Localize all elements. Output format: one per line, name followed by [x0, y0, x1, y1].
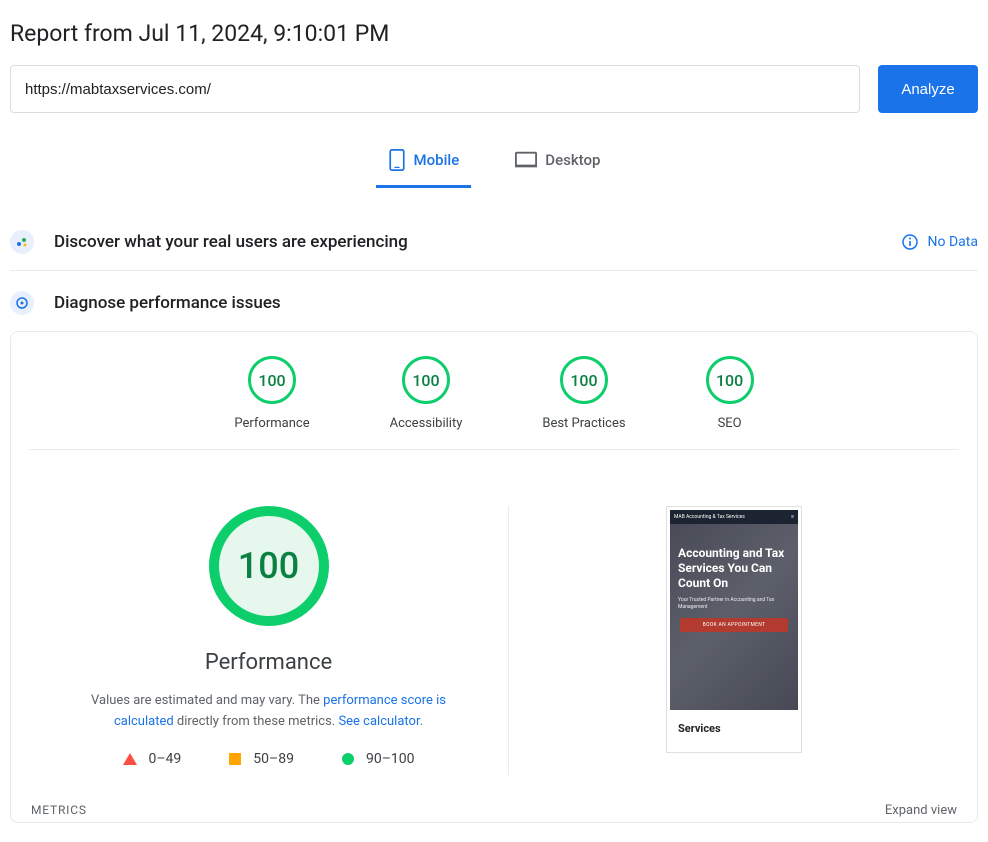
legend-pass: 90–100: [342, 751, 415, 767]
tab-mobile-label: Mobile: [414, 151, 460, 169]
report-title: Report from Jul 11, 2024, 9:10:01 PM: [10, 20, 978, 47]
gauge-label: SEO: [706, 416, 754, 431]
performance-big-gauge: 100: [209, 506, 329, 626]
gauge-score: 100: [412, 371, 439, 390]
tab-mobile[interactable]: Mobile: [376, 141, 472, 188]
hamburger-icon: ≡: [791, 514, 794, 520]
screenshot-hero-sub: Your Trusted Partner in Accounting and T…: [678, 597, 790, 610]
gauge-ring: 100: [248, 356, 296, 404]
discover-title: Discover what your real users are experi…: [54, 232, 408, 252]
gauge-best-practices[interactable]: 100 Best Practices: [542, 356, 625, 431]
diagnose-title: Diagnose performance issues: [54, 293, 281, 313]
page-screenshot: MAB Accounting & Tax Services ≡ Accounti…: [666, 506, 802, 753]
legend-pass-label: 90–100: [366, 751, 415, 767]
legend-warn: 50–89: [229, 751, 294, 767]
gauge-ring: 100: [706, 356, 754, 404]
discover-badge-icon: [10, 230, 34, 254]
category-gauges: 100 Performance 100 Accessibility 100 Be…: [29, 350, 959, 450]
square-icon: [229, 753, 241, 765]
metrics-bar: METRICS Expand view: [19, 775, 969, 822]
legend-fail: 0–49: [123, 751, 182, 767]
circle-icon: [342, 753, 354, 765]
diagnose-badge-icon: [10, 291, 34, 315]
screenshot-cta: BOOK AN APPOINTMENT: [680, 618, 788, 632]
performance-heading: Performance: [29, 650, 508, 675]
legend-warn-label: 50–89: [253, 751, 294, 767]
tab-desktop[interactable]: Desktop: [503, 141, 612, 188]
screenshot-column: MAB Accounting & Tax Services ≡ Accounti…: [509, 506, 959, 775]
score-legend: 0–49 50–89 90–100: [29, 751, 508, 767]
triangle-icon: [123, 753, 137, 765]
gauge-accessibility[interactable]: 100 Accessibility: [390, 356, 463, 431]
mobile-icon: [388, 149, 406, 171]
gauge-score: 100: [258, 371, 285, 390]
gauge-ring: 100: [402, 356, 450, 404]
gauge-label: Performance: [234, 416, 309, 431]
desc-text: Values are estimated and may vary. The: [91, 693, 323, 708]
performance-detail: 100 Performance Values are estimated and…: [19, 450, 969, 775]
gauge-seo[interactable]: 100 SEO: [706, 356, 754, 431]
performance-big-score: 100: [238, 545, 299, 587]
nodata-link[interactable]: No Data: [902, 234, 978, 250]
gauge-ring: 100: [560, 356, 608, 404]
device-tabs: Mobile Desktop: [10, 141, 978, 188]
legend-fail-label: 0–49: [149, 751, 182, 767]
screenshot-site-header: MAB Accounting & Tax Services ≡: [670, 510, 798, 524]
nodata-label: No Data: [928, 234, 978, 250]
gauge-label: Best Practices: [542, 416, 625, 431]
diagnose-section-header: Diagnose performance issues: [10, 291, 978, 315]
desc-text: directly from these metrics.: [174, 714, 339, 729]
discover-section-header: Discover what your real users are experi…: [10, 220, 978, 271]
report-card: 100 Performance 100 Accessibility 100 Be…: [10, 331, 978, 823]
gauge-score: 100: [570, 371, 597, 390]
gauge-score: 100: [716, 371, 743, 390]
expand-view-button[interactable]: Expand view: [885, 803, 957, 818]
url-input[interactable]: [10, 65, 860, 113]
gauge-performance[interactable]: 100 Performance: [234, 356, 309, 431]
screenshot-hero-title: Accounting and Tax Services You Can Coun…: [678, 546, 790, 591]
screenshot-brand: MAB Accounting & Tax Services: [674, 514, 745, 520]
desktop-icon: [515, 151, 537, 169]
tab-desktop-label: Desktop: [545, 151, 600, 169]
metrics-label: METRICS: [31, 803, 87, 818]
analyze-button[interactable]: Analyze: [878, 65, 978, 113]
url-bar: Analyze: [10, 65, 978, 113]
screenshot-section-title: Services: [678, 722, 790, 735]
info-icon: [902, 234, 918, 250]
performance-description: Values are estimated and may vary. The p…: [69, 691, 469, 733]
gauge-label: Accessibility: [390, 416, 463, 431]
performance-summary: 100 Performance Values are estimated and…: [29, 506, 509, 775]
see-calculator-link[interactable]: See calculator.: [338, 714, 423, 729]
